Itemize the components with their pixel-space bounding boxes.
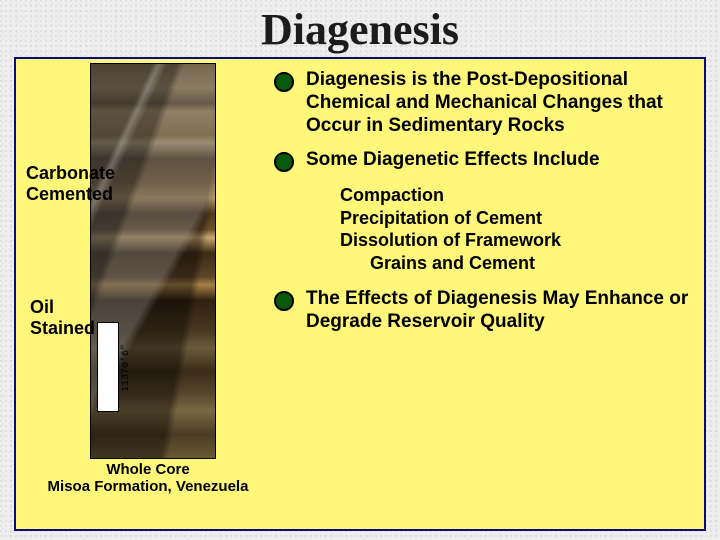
bullet-text: The Effects of Diagenesis May Enhance or…: [306, 288, 692, 334]
sublist-item: Precipitation of Cement: [340, 207, 692, 230]
right-column: Diagenesis is the Post-Depositional Chem…: [272, 59, 704, 529]
core-caption: Whole Core Misoa Formation, Venezuela: [24, 461, 272, 495]
caption-line: Misoa Formation, Venezuela: [48, 478, 249, 495]
label-line: Stained: [30, 318, 95, 338]
bullet-1: Diagenesis is the Post-Depositional Chem…: [274, 69, 692, 137]
sublist-item: Compaction: [340, 184, 692, 207]
bullet-icon: [274, 152, 294, 172]
core-photo-placeholder: 11368'9"–11370'6": [90, 63, 216, 459]
slide-title: Diagenesis: [0, 0, 720, 57]
label-line: Carbonate: [26, 163, 115, 183]
label-line: Oil: [30, 297, 54, 317]
bullet-icon: [274, 72, 294, 92]
bullet-text: Diagenesis is the Post-Depositional Chem…: [306, 69, 692, 137]
bullet-icon: [274, 291, 294, 311]
label-oil-stained: Oil Stained: [30, 297, 95, 338]
core-depth-tag: 11368'9"–11370'6": [97, 324, 117, 412]
sublist: Compaction Precipitation of Cement Disso…: [340, 184, 692, 274]
sublist-item: Grains and Cement: [340, 252, 692, 275]
label-carbonate-cemented: Carbonate Cemented: [26, 163, 115, 204]
sublist-item: Dissolution of Framework: [340, 229, 692, 252]
bullet-3: The Effects of Diagenesis May Enhance or…: [274, 288, 692, 334]
label-line: Cemented: [26, 184, 113, 204]
bullet-text: Some Diagenetic Effects Include: [306, 149, 600, 172]
bullet-2: Some Diagenetic Effects Include: [274, 149, 692, 172]
caption-line: Whole Core: [106, 461, 189, 478]
left-column: 11368'9"–11370'6" Carbonate Cemented Oil…: [16, 59, 272, 529]
content-box: 11368'9"–11370'6" Carbonate Cemented Oil…: [14, 57, 706, 531]
